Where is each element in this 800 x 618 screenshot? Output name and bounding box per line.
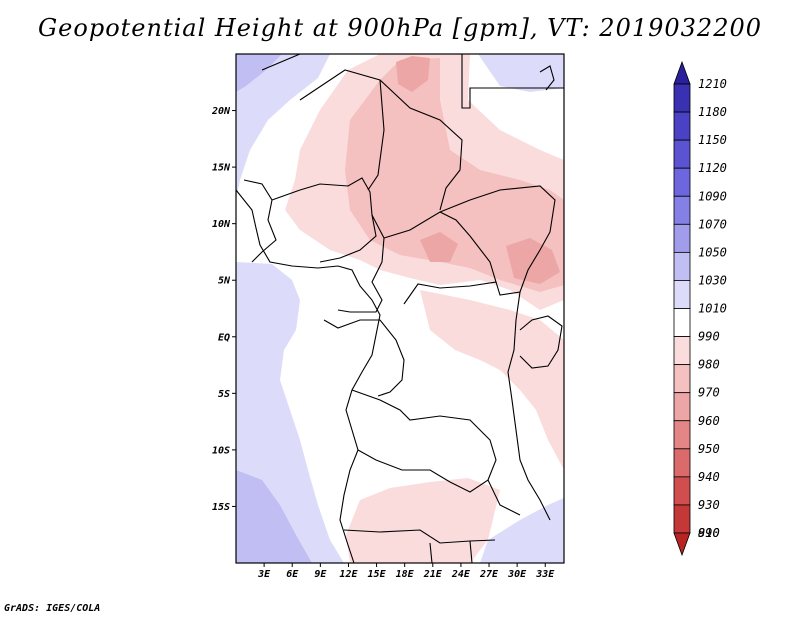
latitude-axis: 20N 15N 10N 5N EQ 5S 10S 15S (211, 106, 236, 513)
border-drc-south (351, 389, 497, 481)
field-darker-south (236, 470, 312, 563)
field-atlantic-north (236, 54, 330, 200)
border-angola (357, 449, 521, 516)
colorbar-swatch (673, 420, 691, 450)
longitude-axis: 3E 6E 9E 12E 15E 18E 21E 24E 27E 30E 33E (257, 563, 555, 580)
colorbar: 1210 1180 1150 1120 1090 1070 1050 1030 1010 990 9… (673, 60, 727, 557)
field-east-pink (420, 290, 564, 470)
lat-tick-label: 5S (218, 389, 230, 400)
colorbar-level-label: 1150 (698, 133, 727, 147)
border-east (507, 291, 551, 521)
colorbar-level-label: 1210 (698, 77, 727, 91)
lat-tick-label: 10S (212, 445, 230, 456)
field-ne-lilac (478, 54, 564, 92)
colorbar-swatch (673, 167, 691, 197)
map-plot-area (236, 54, 564, 563)
colorbar-level-label: 960 (698, 414, 720, 428)
colorbar-swatch (673, 280, 691, 309)
lat-tick-label: 15S (212, 502, 230, 513)
lon-tick-label: 30E (507, 569, 527, 580)
field-sahel-dark (396, 56, 430, 92)
border-ne-corner (539, 65, 555, 91)
field-darker-north (236, 54, 282, 92)
colorbar-swatch (673, 195, 691, 225)
lon-tick-label: 21E (423, 569, 443, 580)
colorbar-level-label: 1070 (698, 217, 727, 231)
lon-tick-label: 18E (396, 569, 415, 580)
country-boundaries (236, 54, 564, 563)
coastline-west-africa (236, 189, 381, 563)
lon-tick-label: 27E (479, 569, 499, 580)
lat-tick-label: 5N (218, 276, 231, 287)
lon-tick-label: 3E (257, 569, 271, 580)
colorbar-level-label: 1050 (698, 245, 727, 259)
lon-tick-label: 6E (286, 569, 299, 580)
border-cameroon (337, 214, 385, 313)
colorbar-level-label: 950 (698, 442, 720, 456)
border-nigeria (299, 177, 377, 263)
lon-tick-label: 9E (314, 569, 327, 580)
colorbar-level-label: 930 (698, 498, 720, 512)
colorbar-level-label: 1090 (698, 189, 727, 203)
border-sudan-south (439, 185, 556, 296)
border-niger-chad (367, 79, 385, 191)
field-central-dark (420, 232, 458, 262)
colorbar-level-label: 990 (698, 330, 720, 344)
border-namibia (343, 529, 496, 544)
border-car (383, 211, 497, 305)
colorbar-swatch (673, 336, 691, 366)
border-lake-region (519, 315, 563, 369)
border-chad-sudan (461, 54, 564, 109)
lat-tick-label: 10N (212, 219, 231, 230)
map-title: Geopotential Height at 900hPa [gpm], VT:… (38, 14, 762, 42)
colorbar-swatch (673, 364, 691, 394)
colorbar-level-label: 890 (698, 526, 720, 540)
colorbar-level-label: 1180 (698, 105, 727, 119)
colorbar-swatch (673, 111, 691, 141)
colorbar-bottom-arrow (673, 532, 691, 557)
border-west-africa-small (243, 179, 301, 263)
colorbar-swatch (673, 476, 691, 506)
border-zambia-south (429, 540, 473, 563)
colorbar-level-label: 940 (698, 470, 720, 484)
colorbar-swatch (673, 223, 691, 253)
colorbar-swatch (673, 504, 691, 534)
colorbar-level-label: 1030 (698, 273, 727, 287)
colorbar-level-label: 1120 (698, 161, 727, 175)
lon-tick-label: 33E (535, 569, 555, 580)
colorbar-top-arrow (673, 60, 691, 85)
colorbar-swatch (673, 308, 691, 337)
colorbar-swatch (673, 448, 691, 478)
colorbar-level-label: 980 (698, 358, 720, 372)
colorbar-level-label: 970 (698, 386, 720, 400)
lat-tick-label: EQ (218, 332, 230, 343)
border-congo (323, 319, 405, 397)
colorbar-swatch (673, 139, 691, 169)
colorbar-swatch (673, 251, 691, 281)
lat-tick-label: 15N (212, 163, 231, 174)
colorbar-level-label: 1010 (698, 302, 727, 316)
border-sahara (261, 54, 463, 211)
lon-tick-label: 15E (368, 569, 387, 580)
lon-tick-label: 24E (451, 569, 471, 580)
colorbar-swatch (673, 83, 691, 113)
field-se-lilac (480, 498, 564, 563)
grads-credit: GrADS: IGES/COLA (4, 603, 101, 614)
map-frame (235, 53, 565, 564)
colorbar-swatch (673, 392, 691, 422)
lon-tick-label: 12E (339, 569, 358, 580)
colorbar-level-label: 910 (698, 526, 720, 540)
lat-tick-label: 20N (211, 106, 231, 117)
